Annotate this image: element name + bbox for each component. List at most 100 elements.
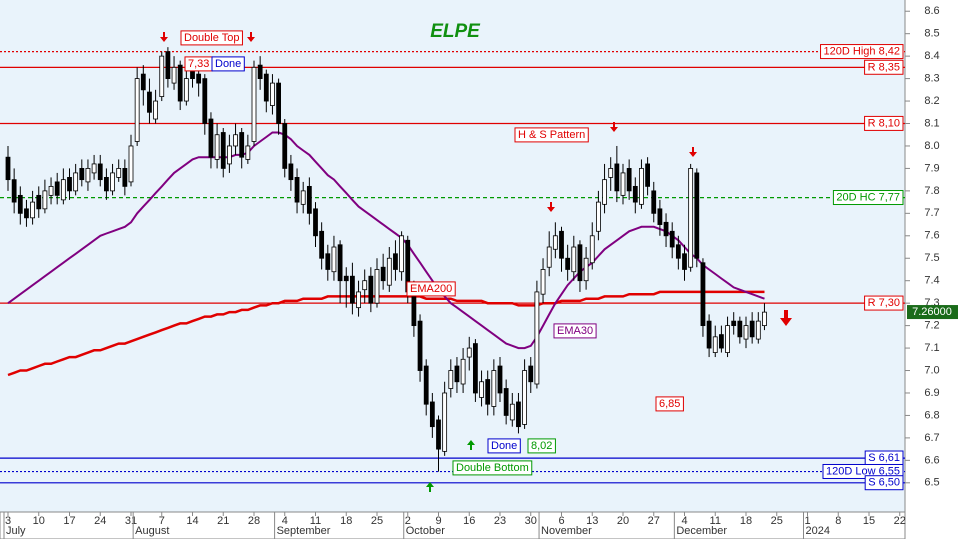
x-tick-label: 14 — [186, 515, 198, 527]
candle-body — [497, 365, 503, 394]
candle-body — [749, 320, 755, 338]
annotation-box — [655, 396, 684, 412]
candle-body — [319, 230, 325, 259]
candle-body — [48, 185, 54, 196]
month-label: November — [541, 525, 592, 537]
y-tick-label: 7.1 — [924, 342, 939, 354]
candle-body — [552, 235, 558, 250]
last-price-label: 7.26000 — [912, 306, 952, 318]
candle-body — [577, 244, 583, 282]
candle-body — [11, 179, 17, 203]
candle-body — [645, 163, 650, 187]
candle-body — [159, 55, 165, 97]
level-label-box — [822, 463, 904, 479]
annotation-box — [180, 30, 243, 46]
candle-body — [565, 257, 571, 270]
signal-arrow — [247, 32, 255, 42]
y-tick-label: 8.2 — [924, 95, 939, 107]
level-label-box — [820, 44, 904, 60]
x-tick-label: 7 — [159, 515, 165, 527]
candle-body — [522, 370, 527, 425]
level-label: R 7,30 — [868, 297, 900, 309]
candle-body — [313, 208, 318, 237]
x-tick-label: 18 — [740, 515, 752, 527]
month-label: October — [406, 525, 445, 537]
signal-arrow — [610, 122, 618, 132]
candle-body — [583, 257, 589, 282]
candle-body — [737, 320, 743, 338]
x-tick-label: 18 — [340, 515, 352, 527]
level-label: S 6,61 — [868, 452, 900, 464]
annotation: H & S Pattern — [518, 129, 585, 141]
candle-body — [442, 392, 448, 452]
y-tick-label: 7.6 — [924, 230, 939, 242]
candle-body — [349, 275, 355, 304]
candle-body — [706, 320, 712, 349]
candle-body — [589, 235, 595, 264]
candle-body — [719, 334, 724, 349]
level-label-box — [864, 115, 904, 131]
candle-body — [300, 190, 306, 205]
signal-arrow — [780, 310, 792, 326]
candle-body — [104, 177, 109, 192]
y-tick-label: 6.6 — [924, 454, 939, 466]
candle-body — [73, 172, 79, 192]
level-label-box — [864, 295, 904, 311]
y-tick-label: 6.7 — [924, 432, 939, 444]
candle-body — [276, 82, 282, 124]
annotation: 7,33 — [188, 58, 209, 70]
y-tick-label: 8.0 — [924, 140, 939, 152]
ema-label-box — [406, 281, 456, 297]
y-tick-label: 7.0 — [924, 364, 939, 376]
level-label: R 8,10 — [868, 117, 900, 129]
candle-body — [368, 275, 374, 304]
x-tick-label: 4 — [282, 515, 288, 527]
annotation: Double Top — [184, 32, 239, 44]
x-tick-label: 1 — [804, 515, 810, 527]
candle-body — [503, 388, 509, 416]
candle-body — [263, 73, 269, 102]
x-tick-label: 15 — [863, 515, 875, 527]
candle-body — [534, 291, 540, 385]
candle-body — [762, 311, 767, 327]
annotation: 8,02 — [531, 440, 552, 452]
candle-body — [110, 172, 115, 192]
candle-body — [651, 190, 657, 214]
y-tick-label: 8.3 — [924, 73, 939, 85]
candle-body — [540, 269, 546, 295]
candle-body — [731, 320, 737, 327]
candle-body — [337, 244, 343, 282]
plot-background — [0, 0, 905, 512]
candle-body — [393, 253, 398, 270]
candle-body — [5, 156, 11, 181]
candle-body — [743, 325, 749, 340]
candle-body — [491, 370, 497, 407]
candle-body — [67, 177, 72, 192]
candle-body — [257, 64, 263, 79]
y-tick-label: 8.4 — [924, 50, 939, 62]
candle-body — [202, 78, 208, 124]
x-axis-background — [0, 511, 906, 539]
candle-body — [24, 208, 29, 219]
x-tick-label: 22 — [894, 515, 906, 527]
moving-average-line — [7, 290, 765, 377]
axis-background — [905, 0, 959, 539]
candle-body — [30, 201, 36, 219]
chart-title: ELPE — [430, 21, 481, 42]
x-tick-label: 6 — [558, 515, 564, 527]
candle-body — [694, 172, 700, 259]
candle-body — [17, 194, 23, 214]
candle-body — [282, 123, 288, 169]
y-tick-label: 8.1 — [924, 117, 939, 129]
candle-body — [374, 269, 380, 304]
x-tick-label: 11 — [710, 515, 721, 527]
x-tick-label: 8 — [835, 515, 841, 527]
level-label-box — [864, 475, 904, 491]
ema-label: EMA200 — [410, 283, 452, 295]
candle-body — [669, 230, 675, 248]
signal-arrow — [160, 32, 168, 42]
candle-body — [239, 132, 245, 158]
candle-body — [448, 370, 454, 389]
x-tick-label: 25 — [371, 515, 383, 527]
candle-body — [466, 347, 472, 358]
